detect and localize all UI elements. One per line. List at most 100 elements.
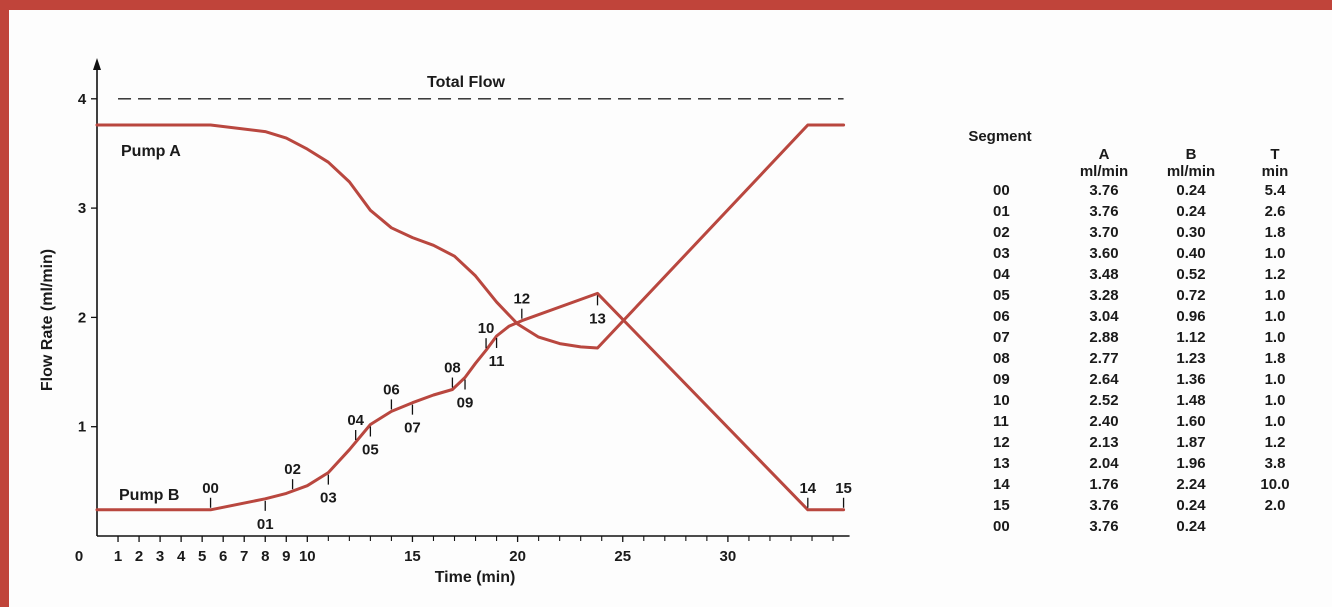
cell-segment: 04: [993, 266, 1010, 283]
cell-t: 1.0: [1264, 245, 1286, 262]
segment-label: 06: [383, 381, 400, 398]
segment-label: 15: [835, 480, 852, 497]
segment-row: 01 3.76 0.24 2.6: [941, 201, 1317, 222]
cell-t: 1.0: [1264, 413, 1286, 430]
cell-segment: 15: [993, 497, 1010, 514]
x-tick-label: 3: [156, 548, 164, 565]
segment-label: 00: [202, 480, 219, 497]
segment-table-body: 00 3.76 0.24 5.4 01 3.76 0.24 2.6 02 3.70 0.30 1.8 0…: [941, 180, 1317, 537]
cell-t: 1.8: [1264, 350, 1286, 367]
cell-segment: 10: [993, 392, 1010, 409]
x-tick-label: 5: [198, 548, 206, 565]
cell-segment: 08: [993, 350, 1010, 367]
x-tick-label: 25: [614, 548, 631, 565]
y-tick-label: 3: [78, 200, 86, 217]
segment-row: 09 2.64 1.36 1.0: [941, 369, 1317, 390]
x-tick-label: 2: [135, 548, 143, 565]
x-tick-label: 30: [720, 548, 737, 565]
segment-row: 03 3.60 0.40 1.0: [941, 243, 1317, 264]
cell-a: 3.76: [1089, 182, 1119, 199]
cell-b: 2.24: [1176, 476, 1206, 493]
cell-a: 2.04: [1089, 455, 1119, 472]
x-tick-label: 15: [404, 548, 421, 565]
cell-t: 1.0: [1264, 392, 1286, 409]
cell-b: 1.60: [1176, 413, 1206, 430]
x-tick-label: 1: [114, 548, 122, 565]
segment-row: 15 3.76 0.24 2.0: [941, 495, 1317, 516]
header-t-label: T: [1270, 146, 1280, 163]
cell-b: 0.24: [1176, 518, 1206, 535]
segment-row: 11 2.40 1.60 1.0: [941, 411, 1317, 432]
cell-b: 1.48: [1176, 392, 1206, 409]
x-tick-label: 0: [75, 548, 83, 565]
segment-row: 10 2.52 1.48 1.0: [941, 390, 1317, 411]
cell-b: 0.72: [1176, 287, 1206, 304]
segment-row: 04 3.48 0.52 1.2: [941, 264, 1317, 285]
cell-a: 2.64: [1089, 371, 1119, 388]
segment-label: 12: [513, 291, 530, 308]
x-tick-label: 9: [282, 548, 290, 565]
pump-b-label: Pump B: [119, 487, 179, 504]
cell-b: 1.87: [1176, 434, 1206, 451]
segment-label: 14: [799, 480, 816, 497]
y-axis-arrow: [93, 58, 101, 70]
segment-row: 12 2.13 1.87 1.2: [941, 432, 1317, 453]
cell-t: 1.0: [1264, 329, 1286, 346]
cell-a: 3.76: [1089, 497, 1119, 514]
cell-b: 1.96: [1176, 455, 1206, 472]
cell-segment: 11: [993, 413, 1009, 430]
cell-a: 3.76: [1089, 203, 1119, 220]
pump-a-line: [95, 123, 846, 350]
cell-t: 3.8: [1264, 455, 1286, 472]
y-tick-label: 1: [78, 419, 86, 436]
header-b: B ml/min: [1149, 128, 1233, 180]
cell-t: 1.0: [1264, 371, 1286, 388]
cell-t: 1.0: [1264, 287, 1286, 304]
cell-segment: 00: [993, 182, 1010, 199]
cell-b: 0.24: [1176, 497, 1206, 514]
cell-t: 5.4: [1264, 182, 1286, 199]
cell-a: 3.28: [1089, 287, 1119, 304]
y-tick-label: 4: [78, 91, 87, 108]
segment-row: 05 3.28 0.72 1.0: [941, 285, 1317, 306]
header-t-unit: min: [1261, 163, 1289, 180]
segment-row: 06 3.04 0.96 1.0: [941, 306, 1317, 327]
segment-label: 08: [444, 360, 461, 377]
cell-segment: 06: [993, 308, 1010, 325]
cell-segment: 12: [993, 434, 1010, 451]
pump-a-label: Pump A: [121, 143, 181, 160]
cell-a: 2.13: [1089, 434, 1119, 451]
cell-t: 1.0: [1264, 308, 1286, 325]
cell-b: 0.96: [1176, 308, 1206, 325]
segment-label: 01: [257, 516, 274, 533]
cell-a: 3.04: [1089, 308, 1119, 325]
chart-series: [95, 98, 846, 512]
cell-a: 3.48: [1089, 266, 1119, 283]
cell-t: 1.2: [1264, 434, 1286, 451]
segment-label: 07: [404, 420, 421, 437]
cell-b: 0.52: [1176, 266, 1206, 283]
segment-label: 10: [478, 320, 495, 337]
segment-label: 09: [457, 395, 474, 412]
cell-a: 1.76: [1089, 476, 1119, 493]
segment-row: 02 3.70 0.30 1.8: [941, 222, 1317, 243]
cell-b: 0.30: [1176, 224, 1206, 241]
x-tick-label: 7: [240, 548, 248, 565]
segment-label: 02: [284, 461, 301, 478]
cell-b: 0.24: [1176, 203, 1206, 220]
cell-segment: 14: [993, 476, 1010, 493]
header-t: T min: [1233, 128, 1317, 180]
x-tick-label: 10: [299, 548, 316, 565]
cell-t: 2.6: [1264, 203, 1286, 220]
header-segment: Segment: [941, 128, 1059, 180]
segment-row: 00 3.76 0.24 5.4: [941, 180, 1317, 201]
cell-t: [1233, 516, 1317, 537]
cell-segment: 07: [993, 329, 1010, 346]
cell-a: 2.52: [1089, 392, 1119, 409]
segment-row: 07 2.88 1.12 1.0: [941, 327, 1317, 348]
cell-b: 1.12: [1176, 329, 1206, 346]
cell-segment: 03: [993, 245, 1010, 262]
total-flow-label: Total Flow: [427, 74, 505, 91]
